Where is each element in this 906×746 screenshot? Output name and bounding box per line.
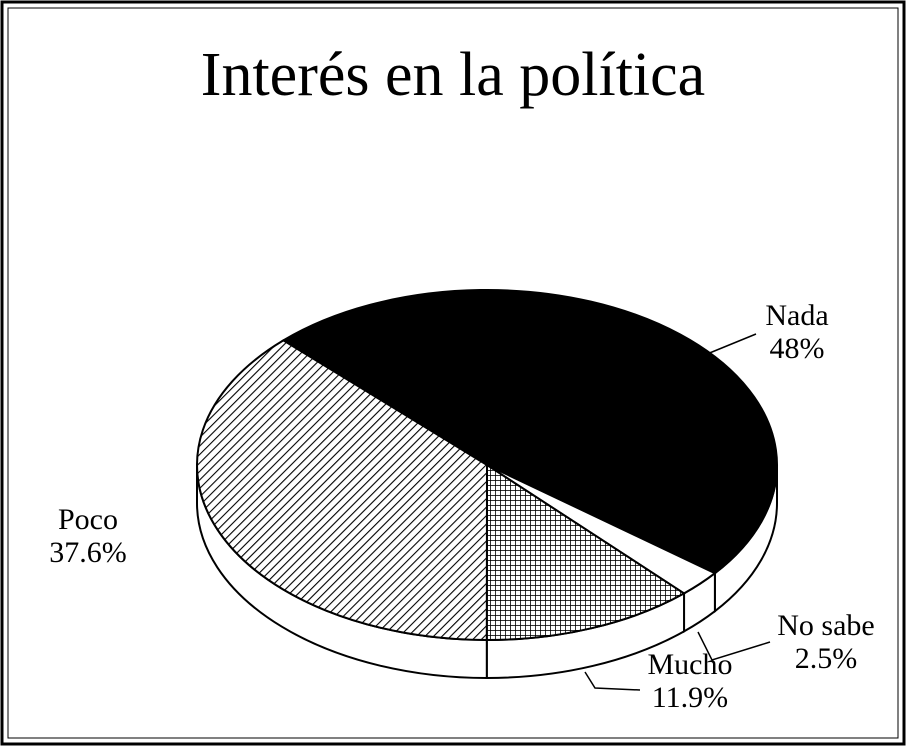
value-label: 37.6% xyxy=(49,536,127,569)
leader-line xyxy=(697,631,771,661)
leader-line xyxy=(689,333,757,361)
frame-inner xyxy=(7,7,899,739)
category-label: No sabe xyxy=(777,609,874,642)
category-label: Poco xyxy=(58,503,118,536)
category-label: Nada xyxy=(765,299,828,332)
value-label: 2.5% xyxy=(795,642,858,675)
pie xyxy=(196,289,778,680)
category-label: Mucho xyxy=(648,648,733,681)
value-label: 48% xyxy=(770,332,825,365)
value-label: 11.9% xyxy=(652,681,728,714)
leader-line xyxy=(584,671,641,691)
slice xyxy=(196,339,489,642)
slice xyxy=(485,463,686,642)
chart-title: Interés en la política xyxy=(201,41,705,109)
slice xyxy=(281,289,778,575)
